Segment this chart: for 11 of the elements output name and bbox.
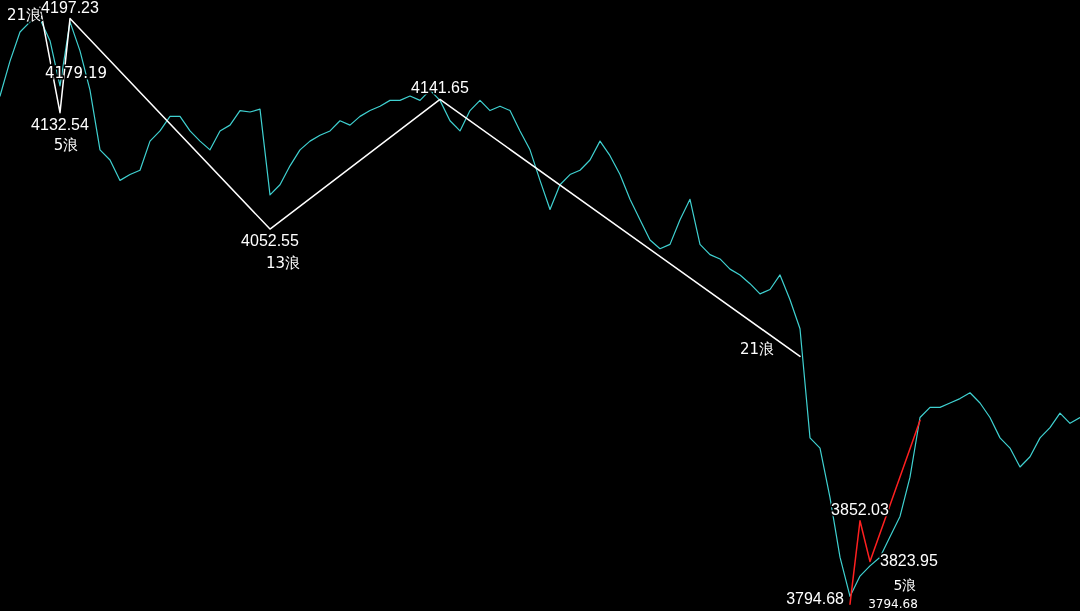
annotation: 13浪 xyxy=(265,254,301,272)
data-label: 3823.95 xyxy=(880,551,938,569)
data-label: 4197.23 xyxy=(41,0,100,16)
annotation: 5浪 xyxy=(53,136,79,154)
data-label: 3794.68 xyxy=(786,590,845,608)
annotation: 3794.68 xyxy=(868,597,918,611)
data-label: 4132.54 xyxy=(31,115,90,133)
annotation: 5浪 xyxy=(893,577,917,593)
annotation: 21浪 xyxy=(739,340,775,358)
data-label: 4052.55 xyxy=(241,232,300,250)
data-label: 4141.65 xyxy=(411,79,470,97)
